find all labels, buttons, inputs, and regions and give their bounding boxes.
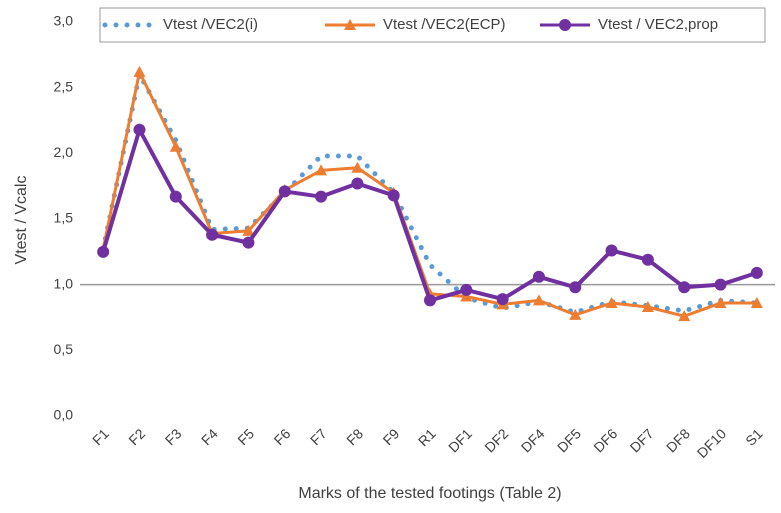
x-tick-label: F6 xyxy=(271,425,294,448)
y-tick-label: 3,0 xyxy=(54,13,74,29)
marker xyxy=(496,293,509,306)
x-tick-label: S1 xyxy=(742,425,766,449)
legend-box xyxy=(99,7,766,43)
marker xyxy=(750,297,763,309)
marker xyxy=(133,123,146,136)
marker xyxy=(678,281,691,294)
marker xyxy=(714,278,727,291)
marker xyxy=(206,228,219,241)
marker xyxy=(315,190,328,203)
series-line xyxy=(101,70,757,318)
x-tick-label: F5 xyxy=(234,425,257,448)
series-line xyxy=(100,72,760,315)
legend-label: Vtest / VEC2,prop xyxy=(598,16,718,33)
marker xyxy=(641,300,654,312)
x-tick-label: DF4 xyxy=(518,425,548,455)
x-tick-label: DF5 xyxy=(554,425,584,455)
marker xyxy=(641,253,654,266)
marker xyxy=(460,290,473,302)
x-tick-label: DF1 xyxy=(445,425,475,455)
legend-marker xyxy=(344,19,356,30)
marker xyxy=(460,283,473,296)
marker xyxy=(97,245,110,258)
marker xyxy=(605,297,618,309)
y-tick-label: 1,5 xyxy=(54,210,74,226)
x-tick-label: DF2 xyxy=(481,425,511,455)
y-axis-label: Vtest / Vcalc xyxy=(13,176,30,265)
marker xyxy=(242,236,255,249)
x-tick-label: F3 xyxy=(162,425,185,448)
x-tick-label: DF7 xyxy=(627,425,657,455)
x-axis-label: Marks of the tested footings (Table 2) xyxy=(298,485,561,502)
x-tick-label: F4 xyxy=(198,425,221,448)
marker xyxy=(169,140,182,152)
x-tick-label: DF6 xyxy=(590,425,620,455)
marker xyxy=(569,281,582,294)
y-tick-label: 2,0 xyxy=(54,144,74,160)
y-tick-label: 2,5 xyxy=(54,78,74,94)
marker xyxy=(278,185,291,198)
marker xyxy=(714,297,727,309)
legend-marker xyxy=(559,19,571,31)
x-tick-label: F7 xyxy=(307,425,330,448)
x-tick-label: F1 xyxy=(89,425,112,448)
y-tick-label: 0,5 xyxy=(54,341,74,357)
marker xyxy=(242,224,255,236)
x-tick-label: F8 xyxy=(343,425,366,448)
x-tick-label: R1 xyxy=(415,425,439,449)
legend-label: Vtest /VEC2(i) xyxy=(163,16,258,33)
marker xyxy=(351,177,364,190)
x-tick-label: DF8 xyxy=(663,425,693,455)
marker xyxy=(169,190,182,203)
x-tick-label: F2 xyxy=(125,425,148,448)
legend-label: Vtest /VEC2(ECP) xyxy=(383,16,506,33)
marker xyxy=(424,294,436,307)
y-tick-label: 1,0 xyxy=(54,275,74,291)
marker xyxy=(315,164,328,176)
y-tick-label: 0,0 xyxy=(54,407,74,423)
marker xyxy=(569,308,582,320)
marker xyxy=(605,244,618,257)
marker xyxy=(133,65,146,77)
x-tick-label: DF10 xyxy=(694,425,730,461)
marker xyxy=(351,161,364,173)
marker xyxy=(532,270,545,283)
marker xyxy=(387,189,400,202)
series-line xyxy=(101,127,758,303)
x-tick-label: F9 xyxy=(380,425,403,448)
marker xyxy=(678,310,691,322)
marker xyxy=(750,266,763,279)
marker xyxy=(532,294,545,306)
